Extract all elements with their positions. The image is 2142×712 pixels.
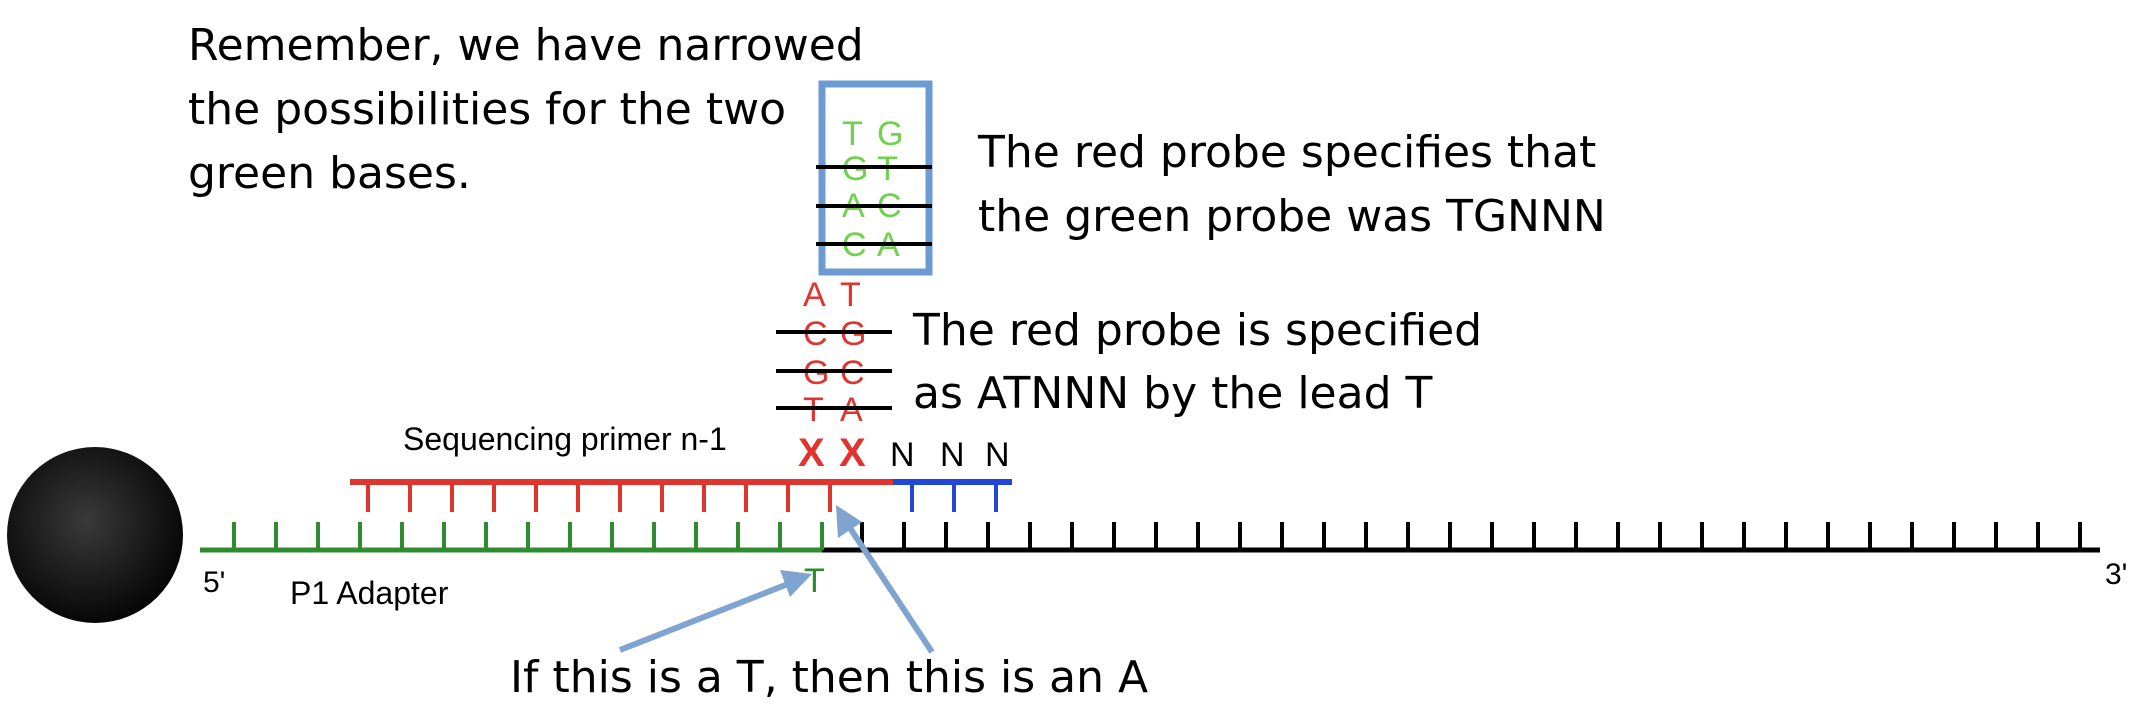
note-top-left-line-2: the possibilities for the two xyxy=(188,84,786,135)
note-top-left: Remember, we have narrowed the possibili… xyxy=(188,20,864,199)
note-top-left-line-1: Remember, we have narrowed xyxy=(188,20,864,71)
arrow-to-lead-t-head xyxy=(780,570,812,597)
note-green-probe-line-2: the green probe was TGNNN xyxy=(978,191,1606,242)
three-prime-label: 3' xyxy=(2105,558,2127,591)
green-probe-box xyxy=(818,80,933,276)
unknown-base-1: N xyxy=(890,436,915,474)
note-red-probe-line-1: The red probe is specified xyxy=(912,305,1482,356)
unknown-mark-1: X xyxy=(798,431,825,475)
unknown-base-2: N xyxy=(940,436,965,474)
adapter-label: P1 Adapter xyxy=(290,575,449,611)
note-green-probe-line-1: The red probe specifies that xyxy=(977,127,1596,178)
green-pair-1-left: T xyxy=(842,115,863,153)
lead-base-label: T xyxy=(804,562,825,600)
bead xyxy=(7,447,183,623)
note-red-probe: The red probe is specified as ATNNN by t… xyxy=(912,305,1482,419)
arrow-to-pair-a xyxy=(845,523,935,654)
arrow-to-pair-a-head xyxy=(836,505,862,538)
arrow-to-lead-t xyxy=(618,579,795,653)
unknown-mark-2: X xyxy=(839,431,866,475)
green-probe-stack: T G G T A C C A xyxy=(816,115,932,264)
unknown-base-3: N xyxy=(985,436,1010,474)
green-pair-1-right: G xyxy=(877,115,903,153)
red-pair-1-right: T xyxy=(840,276,861,314)
arrows xyxy=(618,505,935,654)
red-probe-stack: A T C G G C T A xyxy=(776,276,892,429)
note-top-left-line-3: green bases. xyxy=(188,148,471,199)
five-prime-label: 5' xyxy=(203,566,225,599)
note-red-probe-line-2: as ATNNN by the lead T xyxy=(913,368,1432,419)
primer-label: Sequencing primer n-1 xyxy=(403,421,727,457)
note-green-probe: The red probe specifies that the green p… xyxy=(977,127,1606,242)
red-pair-1-left: A xyxy=(803,276,826,314)
note-bottom: If this is a T, then this is an A xyxy=(510,652,1148,703)
